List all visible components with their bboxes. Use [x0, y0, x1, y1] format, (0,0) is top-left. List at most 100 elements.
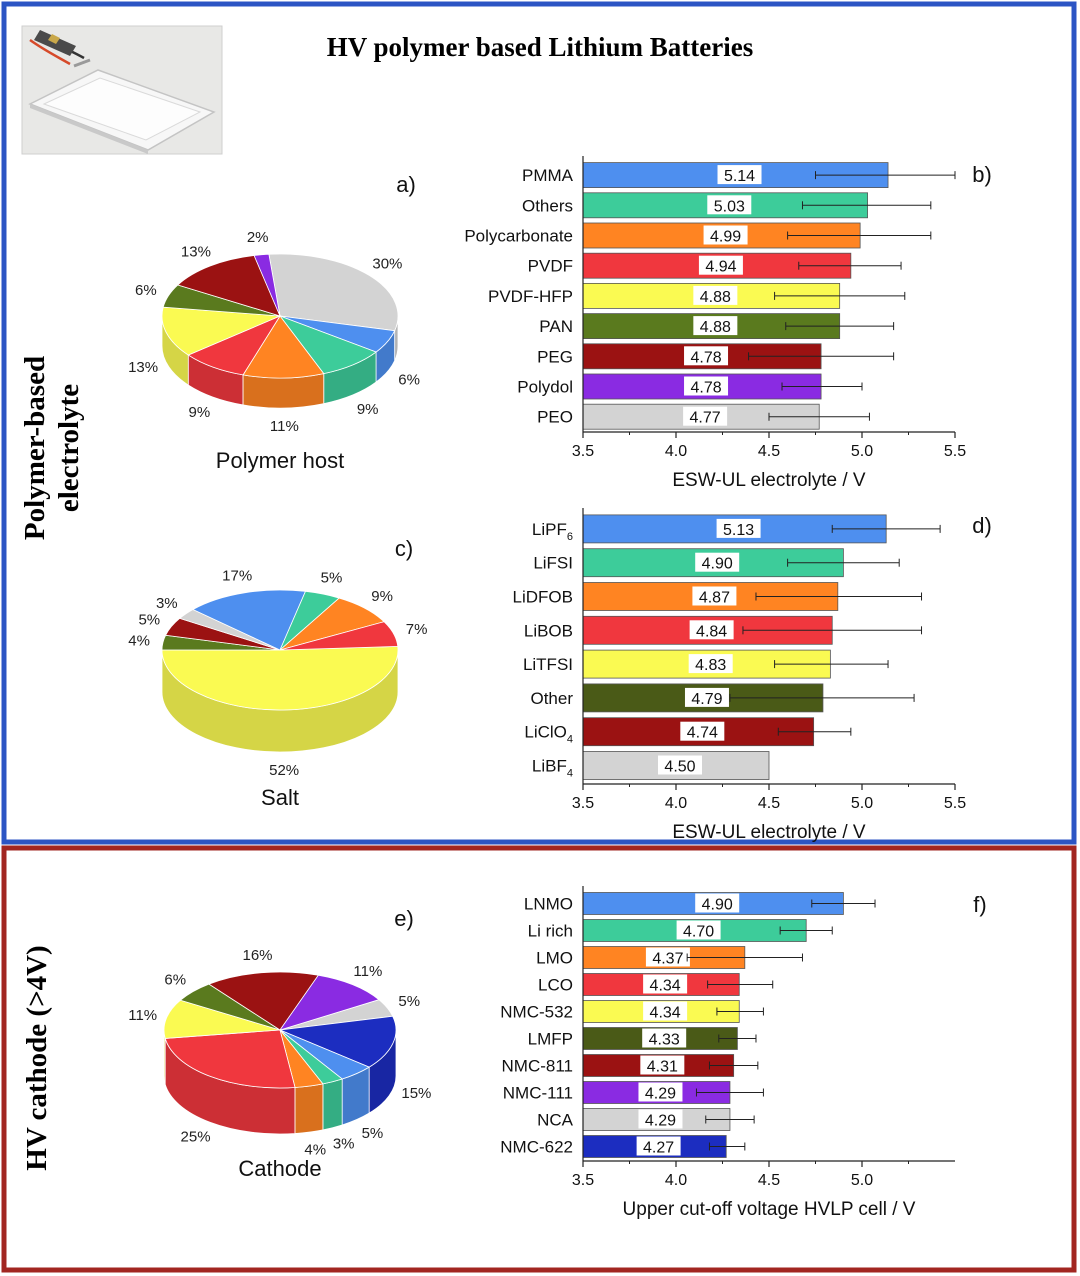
pie-slice-label: 13%	[181, 244, 211, 261]
bar-value-label: 4.74	[687, 725, 718, 742]
category-label: LiDFOB	[513, 588, 573, 607]
pie-slice-side	[242, 373, 325, 409]
pie-slice-label: 25%	[181, 1129, 211, 1146]
category-label: LiPF6	[532, 520, 573, 543]
pie-slice-label: 11%	[270, 418, 299, 435]
category-label: Li rich	[528, 922, 573, 941]
pie-slice-label: 9%	[357, 401, 379, 418]
pie-slice-label: 52%	[269, 762, 299, 779]
bar-value-box	[640, 1055, 685, 1075]
bar-value-box	[643, 1001, 688, 1021]
bar-value-box	[636, 1136, 681, 1156]
pie-slice	[279, 621, 399, 651]
pie-slice-label: 7%	[406, 621, 428, 638]
bar-value-label: 4.78	[690, 380, 721, 397]
bar-value-box	[676, 920, 721, 940]
bar-value-label: 4.31	[647, 1059, 678, 1076]
category-label: NMC-622	[500, 1138, 573, 1157]
bar-value-box	[658, 755, 702, 775]
pie-slice	[177, 255, 281, 317]
pie-slice-label: 3%	[156, 595, 178, 612]
bar-value-box	[680, 721, 725, 741]
figure-title: HV polymer based Lithium Batteries	[327, 32, 754, 62]
pie-slice-label: 15%	[401, 1085, 431, 1102]
category-label: LiTFSI	[523, 655, 573, 674]
pie-slice-label: 30%	[372, 256, 402, 273]
pie-slice-side	[322, 1078, 343, 1131]
category-label: LCO	[538, 976, 573, 995]
pie-slice-label: 11%	[128, 1007, 157, 1024]
bar-value-box	[693, 285, 738, 305]
pie-slice	[163, 999, 281, 1039]
bar-value-box	[638, 1109, 683, 1129]
category-label: LNMO	[524, 895, 573, 914]
x-axis-label: ESW-UL electrolyte / V	[672, 822, 866, 843]
bar-value-box	[692, 586, 737, 606]
pie-slice-label: 17%	[222, 568, 252, 585]
bar-value-label: 4.27	[643, 1140, 674, 1157]
bar-value-label: 4.87	[699, 590, 730, 607]
category-label: Polydol	[517, 378, 573, 397]
category-label: LMFP	[528, 1030, 573, 1049]
panel-label: c)	[395, 536, 413, 561]
category-label: PVDF-HFP	[488, 287, 573, 306]
pie-slice-label: 6%	[135, 282, 157, 299]
pie-slice-label: 6%	[398, 371, 420, 388]
bar-value-box	[716, 518, 761, 538]
panel-label: b)	[972, 162, 992, 187]
x-tick-label: 4.5	[758, 443, 780, 460]
bar-value-label: 4.29	[645, 1113, 676, 1130]
bar-value-box	[695, 552, 740, 572]
pie-slice-label: 4%	[304, 1142, 326, 1159]
category-label: PAN	[539, 317, 573, 336]
category-label: LiClO4	[524, 723, 573, 746]
category-label: LiBF4	[532, 757, 573, 780]
category-label: LiFSI	[533, 554, 573, 573]
bar-chart-cathode-cutoff: 4.90 LNMO 4.70 Li rich 4.37 LMO 4.34 LCO 4.34 NMC…	[500, 886, 987, 1220]
pie-slice-label: 6%	[164, 972, 186, 989]
bar-chart-salt-esw: 5.13 LiPF6 4.90 LiFSI 4.87 LiDFOB 4.84 LiBOB 4.8…	[513, 508, 992, 843]
category-label: Others	[522, 196, 573, 215]
bar-value-box	[643, 974, 688, 994]
bar-value-box	[689, 620, 734, 640]
bar-value-label: 4.34	[650, 1005, 681, 1022]
bar-value-box	[707, 195, 752, 215]
pie-slice-label: 4%	[128, 632, 150, 649]
category-label: NCA	[537, 1111, 574, 1130]
pie-title: Salt	[261, 785, 299, 810]
polymer-section-frame	[1, 1, 1077, 845]
pie-title: Cathode	[238, 1156, 321, 1181]
panel-label: a)	[396, 172, 416, 197]
pie-slice	[161, 306, 281, 356]
polymer-label-line1: Polymer-based	[19, 356, 51, 540]
pie-slice-label: 16%	[243, 947, 273, 964]
bar-value-label: 4.70	[683, 924, 714, 941]
category-label: NMC-532	[500, 1003, 573, 1022]
bar-value-label: 4.94	[705, 259, 736, 276]
x-axis-label: ESW-UL electrolyte / V	[672, 470, 866, 491]
bar-value-box	[688, 654, 733, 674]
bar-value-box	[684, 346, 729, 366]
category-label: Polycarbonate	[464, 227, 573, 246]
pie-slice-label: 13%	[128, 359, 158, 376]
pie-slice-label: 5%	[398, 993, 420, 1010]
bar-value-label: 4.34	[650, 978, 681, 995]
pie-slice	[208, 971, 319, 1031]
polymer-section-label: Polymer-based electrolyte	[19, 356, 85, 540]
bar-value-label: 4.78	[690, 349, 721, 366]
category-label: NMC-811	[502, 1057, 573, 1076]
panel-label: d)	[972, 513, 992, 538]
x-tick-label: 5.0	[851, 1172, 873, 1189]
pie-slice	[268, 253, 399, 332]
pie-slice	[279, 974, 380, 1031]
pie-title: Polymer host	[216, 448, 344, 473]
pie-slice-label: 2%	[247, 229, 269, 246]
bar-value-label: 5.03	[714, 198, 745, 215]
x-axis-label: Upper cut-off voltage HVLP cell / V	[623, 1199, 916, 1220]
bar-value-box	[703, 225, 748, 245]
pie-chart-polymer-host: 30% 6% 9% 11% 9% 13% 6% 13% 2% Polymer host a)	[128, 172, 420, 473]
category-label: NMC-111	[503, 1084, 573, 1103]
bar-value-box	[695, 893, 740, 913]
category-label: PEG	[537, 347, 573, 366]
